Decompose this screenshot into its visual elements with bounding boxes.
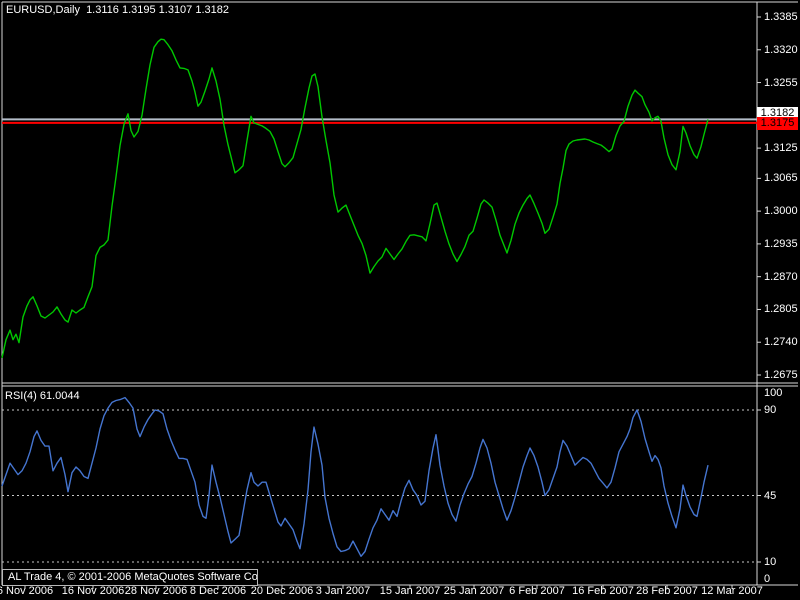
price-axis-label: 1.3255 bbox=[764, 76, 798, 89]
price-line bbox=[1, 38, 709, 359]
price-axis-label: 1.2740 bbox=[764, 336, 798, 349]
price-axis-label: 1.3385 bbox=[764, 11, 798, 23]
time-axis-label: 25 Jan 2007 bbox=[443, 585, 505, 597]
time-axis-label: 28 Nov 2006 bbox=[124, 585, 188, 597]
time-axis-label: 3 Jan 2007 bbox=[315, 585, 371, 597]
time-axis-label: 28 Feb 2007 bbox=[636, 585, 698, 597]
time-axis-label: 16 Nov 2006 bbox=[61, 585, 125, 597]
rsi-axis-label: 10 bbox=[764, 556, 777, 568]
price-axis-label: 1.2675 bbox=[764, 369, 798, 381]
price-axis-label: 1.3000 bbox=[764, 205, 798, 218]
price-axis-label: 1.3065 bbox=[764, 172, 798, 185]
rsi-axis-label: 45 bbox=[764, 489, 777, 502]
price-axis-label: 1.3125 bbox=[764, 142, 798, 155]
rsi-axis-label: 90 bbox=[764, 404, 777, 416]
rsi-axis-label: 100 bbox=[764, 387, 783, 399]
rsi-indicator-label: RSI(4) 61.0044 bbox=[5, 390, 80, 402]
time-axis-label: 8 Dec 2006 bbox=[189, 585, 247, 597]
time-axis-label: 20 Dec 2006 bbox=[250, 585, 314, 597]
time-axis-label: 6 Feb 2007 bbox=[509, 585, 565, 597]
rsi-line bbox=[1, 396, 709, 557]
copyright-status-box: AL Trade 4, © 2001-2006 MetaQuotes Softw… bbox=[2, 569, 258, 586]
chart-title: EURUSD,Daily 1.3116 1.3195 1.3107 1.3182 bbox=[6, 4, 229, 16]
time-axis-label: 6 Nov 2006 bbox=[0, 585, 54, 597]
price-axis-label: 1.2805 bbox=[764, 303, 798, 316]
rsi-axis-label: 0 bbox=[764, 573, 771, 585]
time-axis-label: 16 Feb 2007 bbox=[572, 585, 634, 597]
red-line-price-label: 1.3175 bbox=[757, 116, 798, 130]
time-axis-label: 12 Mar 2007 bbox=[701, 585, 763, 597]
price-axis-label: 1.2935 bbox=[764, 237, 798, 250]
time-axis-label: 15 Jan 2007 bbox=[379, 585, 441, 597]
price-axis-label: 1.2870 bbox=[764, 270, 798, 283]
price-axis-label: 1.3320 bbox=[764, 43, 798, 56]
